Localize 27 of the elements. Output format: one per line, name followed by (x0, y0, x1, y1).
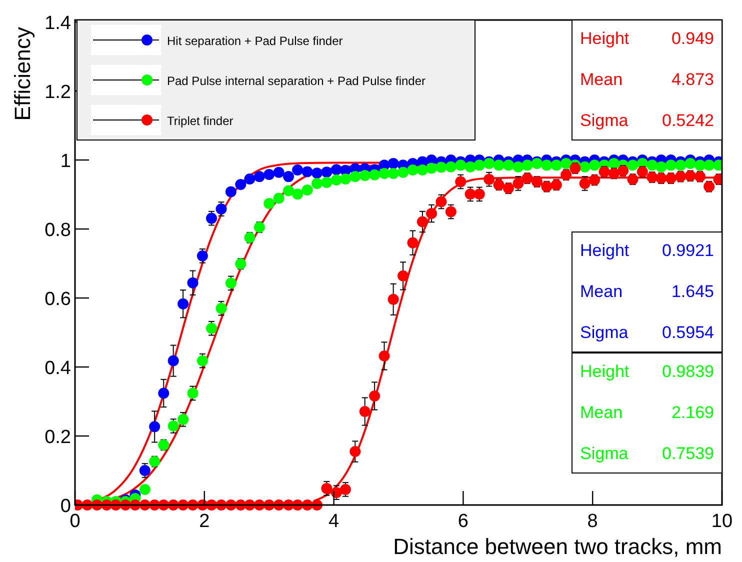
x-axis-title: Distance between two tracks, mm (393, 534, 722, 559)
text: Sigma 0.5954 (580, 323, 714, 342)
y-tick-label: 0.6 (44, 289, 71, 310)
text: Height 0.9921 (580, 241, 714, 260)
text: Height 0.949 (580, 29, 714, 48)
x-tick-label: 2 (199, 511, 210, 532)
y-tick-label: 0.2 (44, 427, 71, 448)
text: Height 0.9839 (580, 362, 714, 381)
y-tick-label: 0.8 (44, 220, 71, 241)
x-tick-label: 4 (328, 511, 340, 532)
y-tick-label: 1.4 (44, 13, 72, 34)
legend-label: Triplet finder (167, 114, 234, 128)
legend-label: Hit separation + Pad Pulse finder (167, 34, 343, 48)
text: Sigma 0.5242 (580, 111, 714, 130)
text: Mean 1.645 (580, 282, 714, 301)
y-tick-label: 0 (60, 496, 71, 517)
y-tick-label: 1.2 (44, 82, 71, 103)
x-tick-label: 6 (458, 511, 468, 532)
legend-label: Pad Pulse internal separation + Pad Pulse finder (167, 74, 426, 88)
text: Mean 4.873 (580, 70, 714, 89)
x-tick-label: 10 (711, 511, 733, 532)
y-tick-label: 0.4 (44, 358, 72, 379)
text: Sigma 0.7539 (580, 444, 714, 463)
x-tick-label: 8 (587, 511, 598, 532)
text: Mean 2.169 (580, 403, 714, 422)
y-tick-label: 1 (60, 151, 71, 172)
y-axis-title: Efficiency (10, 27, 35, 121)
